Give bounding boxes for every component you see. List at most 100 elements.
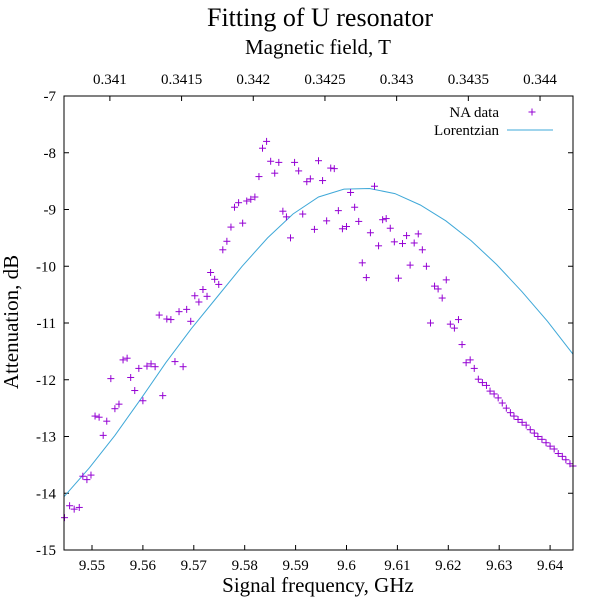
data-point bbox=[398, 240, 406, 248]
y-tick-label: -13 bbox=[36, 430, 56, 446]
x2-tick-label: 0.341 bbox=[93, 72, 127, 88]
data-point bbox=[542, 439, 550, 447]
data-point bbox=[406, 261, 414, 269]
data-point bbox=[450, 324, 458, 332]
chart-title: Fitting of U resonator bbox=[207, 3, 433, 32]
data-point bbox=[131, 387, 139, 395]
data-point bbox=[135, 364, 143, 372]
x-tick-label: 9.55 bbox=[79, 558, 105, 574]
data-point bbox=[375, 242, 383, 250]
x2-axis-label: Magnetic field, T bbox=[245, 35, 391, 59]
data-point bbox=[327, 164, 335, 172]
data-point bbox=[83, 476, 91, 484]
data-point bbox=[306, 175, 314, 183]
data-point bbox=[522, 421, 530, 429]
x-tick-label: 9.63 bbox=[486, 558, 512, 574]
data-point bbox=[426, 319, 434, 327]
data-point bbox=[355, 217, 363, 225]
data-point bbox=[239, 219, 247, 227]
data-point bbox=[514, 415, 522, 423]
data-point bbox=[259, 144, 267, 152]
lorentzian-line bbox=[63, 187, 574, 498]
data-point bbox=[91, 412, 99, 420]
data-point bbox=[458, 341, 466, 349]
x-tick-label: 9.62 bbox=[435, 558, 461, 574]
data-point bbox=[394, 274, 402, 282]
data-point bbox=[127, 373, 135, 381]
data-point bbox=[558, 452, 566, 460]
data-point bbox=[235, 199, 243, 207]
data-point bbox=[506, 409, 514, 417]
x-axis-label: Signal frequency, GHz bbox=[222, 573, 414, 597]
legend-label-na-data: NA data bbox=[449, 105, 499, 121]
data-point bbox=[334, 207, 342, 215]
data-point bbox=[199, 286, 207, 294]
data-point bbox=[342, 223, 350, 231]
data-point bbox=[351, 203, 359, 211]
data-point bbox=[111, 405, 119, 413]
data-point bbox=[454, 316, 462, 324]
data-point bbox=[474, 375, 482, 383]
data-point bbox=[534, 433, 542, 440]
x2-tick-label: 0.3425 bbox=[304, 72, 345, 88]
data-point bbox=[79, 472, 87, 480]
data-point bbox=[211, 275, 219, 283]
data-point bbox=[466, 356, 474, 364]
x2-tick-label: 0.3435 bbox=[448, 72, 489, 88]
x-tick-label: 9.6 bbox=[337, 558, 356, 574]
data-point bbox=[119, 356, 127, 364]
data-point bbox=[490, 390, 498, 398]
data-point bbox=[155, 311, 163, 319]
data-point bbox=[494, 394, 502, 402]
data-point bbox=[167, 316, 175, 324]
data-point bbox=[546, 442, 554, 450]
data-point bbox=[203, 292, 211, 300]
data-point bbox=[247, 195, 255, 203]
y-axis-label: Attenuation, dB bbox=[0, 255, 23, 389]
data-point bbox=[370, 182, 378, 190]
data-point bbox=[434, 285, 442, 293]
x2-tick-label: 0.343 bbox=[380, 72, 414, 88]
data-point bbox=[482, 381, 490, 389]
y-tick-label: -10 bbox=[36, 259, 56, 275]
x-tick-label: 9.56 bbox=[130, 558, 157, 574]
data-point bbox=[319, 177, 327, 185]
data-point bbox=[75, 503, 83, 511]
data-point bbox=[470, 364, 478, 372]
data-point bbox=[530, 429, 538, 437]
data-point bbox=[414, 230, 422, 238]
data-point bbox=[550, 445, 558, 453]
x-tick-label: 9.58 bbox=[232, 558, 258, 574]
fit-layer bbox=[63, 187, 574, 498]
data-point bbox=[422, 262, 430, 270]
x-tick-label: 9.64 bbox=[537, 558, 564, 574]
data-point bbox=[347, 188, 355, 196]
data-point bbox=[418, 246, 426, 254]
data-point bbox=[263, 137, 271, 145]
legend-marker-na-data bbox=[528, 108, 536, 116]
data-point bbox=[151, 363, 159, 371]
data-point bbox=[187, 317, 195, 325]
data-point bbox=[215, 280, 223, 288]
data-point bbox=[207, 268, 215, 276]
data-point bbox=[303, 178, 311, 186]
data-point bbox=[510, 412, 518, 420]
data-point bbox=[366, 229, 374, 237]
points-layer bbox=[61, 137, 577, 522]
data-point bbox=[438, 294, 446, 302]
data-point bbox=[386, 224, 394, 232]
x2-tick-label: 0.344 bbox=[523, 72, 557, 88]
data-point bbox=[498, 399, 506, 407]
data-point bbox=[61, 514, 69, 522]
data-point bbox=[175, 308, 183, 316]
data-point bbox=[251, 193, 259, 201]
data-point bbox=[403, 232, 411, 240]
y-tick-label: -14 bbox=[36, 486, 56, 502]
data-point bbox=[379, 216, 387, 224]
ticks-layer: 9.55 9.56 9.57 9.58 9.59 9.6 9.61 9.62 9.63 9.64 0… bbox=[36, 72, 573, 574]
data-point bbox=[163, 315, 171, 323]
data-point bbox=[382, 215, 390, 223]
legend-label-lorentzian: Lorentzian bbox=[434, 123, 499, 139]
x2-tick-label: 0.342 bbox=[236, 72, 270, 88]
